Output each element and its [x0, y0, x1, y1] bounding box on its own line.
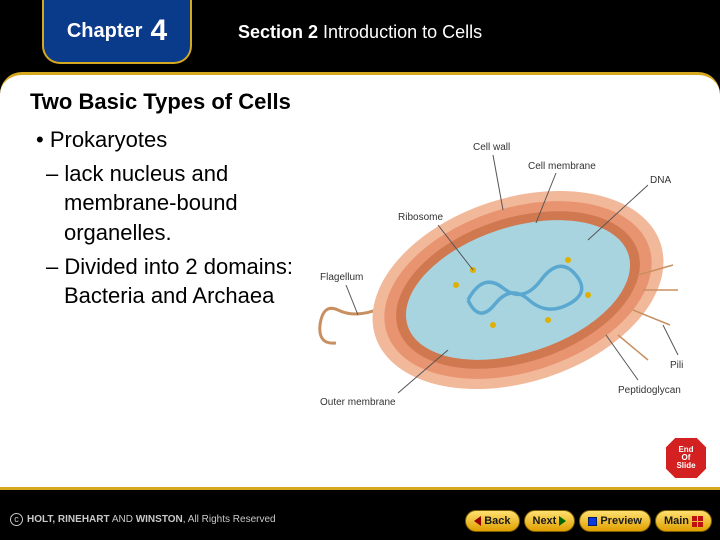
- preview-icon: [588, 517, 597, 526]
- next-label: Next: [533, 515, 557, 527]
- end-l3: Slide: [676, 462, 695, 470]
- label-outer-membrane: Outer membrane: [320, 397, 396, 408]
- main-label: Main: [664, 515, 689, 527]
- chapter-label: Chapter: [67, 20, 143, 43]
- cell-diagram: Cell wall Cell membrane DNA Ribosome Fla…: [318, 125, 698, 435]
- back-button[interactable]: Back: [465, 510, 519, 532]
- back-arrow-icon: [474, 516, 481, 526]
- nav-group: Back Next Preview Main: [465, 510, 712, 532]
- label-peptidoglycan: Peptidoglycan: [618, 385, 681, 396]
- ribosome-dot: [453, 282, 459, 288]
- text-column: • Prokaryotes – lack nucleus and membran…: [30, 125, 310, 435]
- label-ribosome: Ribosome: [398, 212, 443, 223]
- slide-title: Two Basic Types of Cells: [30, 89, 698, 115]
- section-title: Section 2 Introduction to Cells: [238, 22, 482, 43]
- content-panel: Two Basic Types of Cells • Prokaryotes –…: [0, 72, 720, 490]
- main-grid-icon: [692, 516, 703, 527]
- publisher-name: HOLT, RINEHART: [27, 514, 110, 525]
- back-label: Back: [484, 515, 510, 527]
- leader-line: [606, 335, 638, 380]
- label-pili: Pili: [670, 360, 683, 371]
- publisher-winston: WINSTON: [136, 514, 183, 525]
- next-arrow-icon: [559, 516, 566, 526]
- rights-text: , All Rights Reserved: [183, 514, 276, 525]
- section-rest: Introduction to Cells: [318, 22, 482, 42]
- label-flagellum: Flagellum: [320, 272, 363, 283]
- chapter-number: 4: [150, 14, 167, 48]
- header-bar: Chapter 4 Section 2 Introduction to Cell…: [0, 0, 720, 72]
- ribosome-dot: [545, 317, 551, 323]
- footer-bar: c HOLT, RINEHART AND WINSTON, All Rights…: [0, 490, 720, 540]
- section-strong: Section 2: [238, 22, 318, 42]
- preview-label: Preview: [600, 515, 642, 527]
- bullet-domains: – Divided into 2 domains: Bacteria and A…: [64, 252, 310, 311]
- copyright-line: c HOLT, RINEHART AND WINSTON, All Rights…: [10, 513, 276, 526]
- copyright-icon: c: [10, 513, 23, 526]
- pili-line: [618, 335, 648, 360]
- publisher-and: AND: [110, 514, 136, 525]
- cell-svg: Cell wall Cell membrane DNA Ribosome Fla…: [318, 125, 698, 435]
- ribosome-dot: [565, 257, 571, 263]
- leader-line: [346, 285, 358, 315]
- label-cell-wall: Cell wall: [473, 142, 510, 153]
- label-cell-membrane: Cell membrane: [528, 161, 596, 172]
- bullet-lack-nucleus: – lack nucleus and membrane-bound organe…: [64, 159, 310, 248]
- ribosome-dot: [490, 322, 496, 328]
- main-button[interactable]: Main: [655, 510, 712, 532]
- body-row: • Prokaryotes – lack nucleus and membran…: [30, 125, 698, 435]
- leader-line: [663, 325, 678, 355]
- preview-button[interactable]: Preview: [579, 510, 651, 532]
- label-dna: DNA: [650, 175, 671, 186]
- next-button[interactable]: Next: [524, 510, 576, 532]
- bullet-prokaryotes: • Prokaryotes: [36, 125, 310, 155]
- ribosome-dot: [585, 292, 591, 298]
- chapter-tab: Chapter 4: [42, 0, 192, 64]
